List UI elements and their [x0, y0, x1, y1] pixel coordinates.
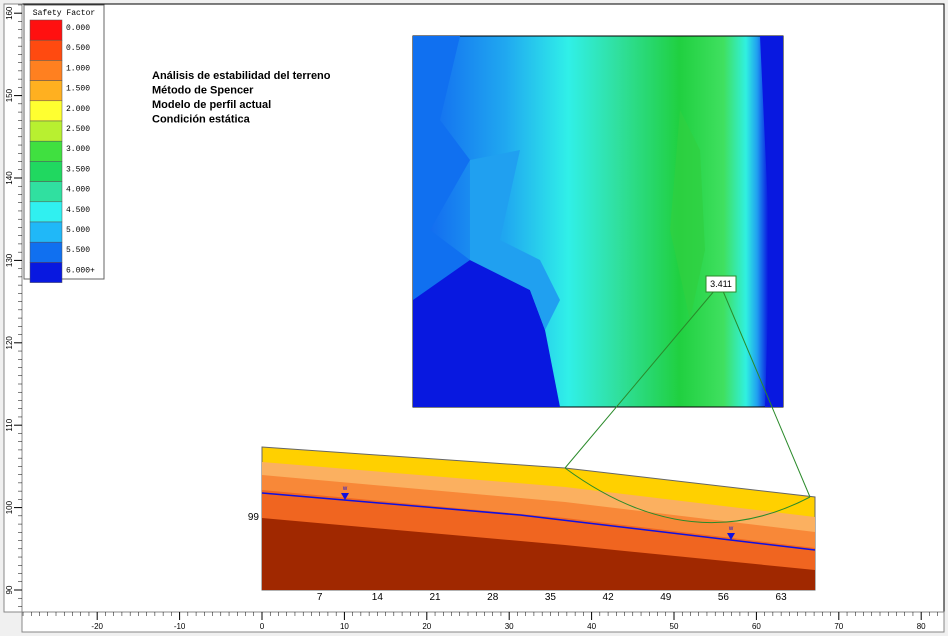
model-x-label: 63	[776, 592, 788, 603]
legend-label: 4.000	[66, 186, 90, 195]
model-x-label: 7	[317, 592, 323, 603]
legend-label: 1.500	[66, 85, 90, 94]
y-ruler-label: 120	[5, 336, 14, 350]
model-x-label: 42	[603, 592, 615, 603]
legend-label: 0.500	[66, 44, 90, 53]
legend-label: 3.500	[66, 165, 90, 174]
x-ruler-label: 50	[670, 622, 679, 631]
screen: 3.411 w w Safety Factor 0.000 0.500 1.000 1…	[0, 0, 948, 636]
legend-label: 3.000	[66, 145, 90, 154]
x-ruler-label: 70	[834, 622, 843, 631]
x-ruler-label: -10	[174, 622, 186, 631]
x-ruler-label: -20	[91, 622, 103, 631]
legend-swatch	[30, 101, 62, 121]
water-marker: w	[728, 526, 734, 532]
legend-label: 5.000	[66, 226, 90, 235]
y-ruler-label: 150	[5, 88, 14, 102]
y-ruler-label: 130	[5, 253, 14, 267]
model-x-label: 21	[429, 592, 441, 603]
x-ruler-label: 80	[917, 622, 926, 631]
y-ruler-label: 110	[5, 418, 14, 431]
model-x-label: 14	[372, 592, 384, 603]
legend-swatch	[30, 20, 62, 40]
legend-swatch	[30, 222, 62, 242]
annotation-line: Modelo de perfil actual	[152, 99, 271, 111]
legend-label: 2.000	[66, 105, 90, 114]
legend-swatch	[30, 81, 62, 101]
legend-label: 2.500	[66, 125, 90, 134]
x-ruler-label: 40	[587, 622, 596, 631]
model-x-label: 49	[660, 592, 672, 603]
model-x-label: 28	[487, 592, 499, 603]
contour-plot	[413, 36, 783, 407]
x-ruler-label: 0	[260, 622, 265, 631]
legend-swatch	[30, 121, 62, 141]
legend-swatch	[30, 141, 62, 161]
legend-swatch	[30, 202, 62, 222]
annotation-line: Análisis de estabilidad del terreno	[152, 70, 331, 82]
water-marker: w	[342, 486, 348, 492]
y-ruler-label: 160	[5, 6, 14, 20]
legend-title: Safety Factor	[33, 9, 96, 18]
y-ruler-label: 90	[5, 585, 14, 594]
model-x-label: 35	[545, 592, 557, 603]
min-safety-factor: 3.411	[710, 279, 732, 289]
legend-label: 5.500	[66, 246, 90, 255]
y-ruler-label: 100	[5, 500, 14, 514]
x-ruler-label: 10	[340, 622, 349, 631]
legend-swatch	[30, 60, 62, 80]
model-x-label: 56	[718, 592, 730, 603]
x-ruler-label: 60	[752, 622, 761, 631]
annotation-line: Método de Spencer	[152, 85, 254, 97]
x-ruler-label: 30	[505, 622, 514, 631]
annotation-line: Condición estática	[152, 114, 251, 126]
legend-swatch	[30, 262, 62, 282]
legend-label: 0.000	[66, 24, 90, 33]
model-y-label: 99	[248, 512, 260, 523]
legend-label: 4.500	[66, 206, 90, 215]
legend-swatch	[30, 242, 62, 262]
legend-swatch	[30, 40, 62, 60]
legend-swatch	[30, 161, 62, 181]
legend-label: 6.000+	[66, 266, 95, 275]
y-ruler-label: 140	[5, 171, 14, 185]
x-ruler-label: 20	[422, 622, 431, 631]
legend-label: 1.000	[66, 64, 90, 73]
legend-swatch	[30, 182, 62, 202]
